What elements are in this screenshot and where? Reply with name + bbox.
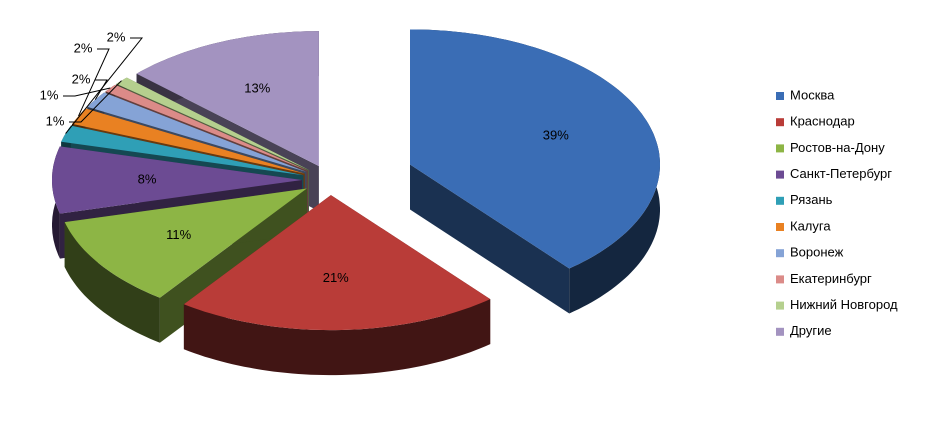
legend-label: Краснодар xyxy=(790,114,855,129)
legend-label: Санкт-Петербург xyxy=(790,166,892,181)
legend-marker xyxy=(776,249,784,258)
legend-label: Ростов-на-Дону xyxy=(790,140,885,155)
slice xyxy=(183,195,491,376)
leader-line xyxy=(65,37,144,134)
legend-label: Нижний Новгород xyxy=(790,297,898,312)
legend-label: Калуга xyxy=(790,218,831,233)
data-label: 2% xyxy=(107,29,126,44)
data-label: 1% xyxy=(46,113,65,128)
slice xyxy=(136,31,319,167)
data-label: 8% xyxy=(138,171,157,186)
data-label: 13% xyxy=(244,81,270,96)
legend-marker xyxy=(776,118,784,127)
slice xyxy=(410,29,660,269)
slice xyxy=(116,77,310,170)
data-label: 21% xyxy=(323,270,349,285)
legend-marker xyxy=(776,196,784,205)
slice-side xyxy=(64,222,160,343)
legend-marker xyxy=(776,92,784,100)
legend-marker xyxy=(776,144,784,153)
slice-side xyxy=(410,164,570,314)
legend-marker xyxy=(776,170,784,179)
slice-side xyxy=(183,299,491,376)
data-label: 11% xyxy=(166,227,191,242)
legend-label: Екатеринбург xyxy=(790,271,872,286)
data-label: 39% xyxy=(543,128,569,143)
leader-line xyxy=(69,80,122,123)
slice xyxy=(52,146,302,214)
legend-label: Рязань xyxy=(790,192,833,207)
legend-marker xyxy=(776,223,784,231)
legend-label: Москва xyxy=(790,87,835,102)
slice xyxy=(410,29,660,314)
legend-marker xyxy=(776,301,784,310)
slice xyxy=(183,195,491,331)
legend-label: Воронеж xyxy=(790,245,844,260)
leader-line xyxy=(94,79,108,100)
legend-marker xyxy=(776,275,784,284)
legend-label: Другие xyxy=(790,323,832,338)
slice xyxy=(64,188,307,298)
slice xyxy=(72,108,305,174)
legend-marker xyxy=(776,327,784,336)
data-label: 2% xyxy=(74,40,93,55)
slice xyxy=(61,125,304,176)
slice xyxy=(87,92,307,172)
leader-line xyxy=(63,87,111,97)
slice xyxy=(105,84,308,171)
leader-line xyxy=(78,48,110,117)
data-label: 1% xyxy=(40,87,59,102)
data-label: 2% xyxy=(72,71,91,86)
